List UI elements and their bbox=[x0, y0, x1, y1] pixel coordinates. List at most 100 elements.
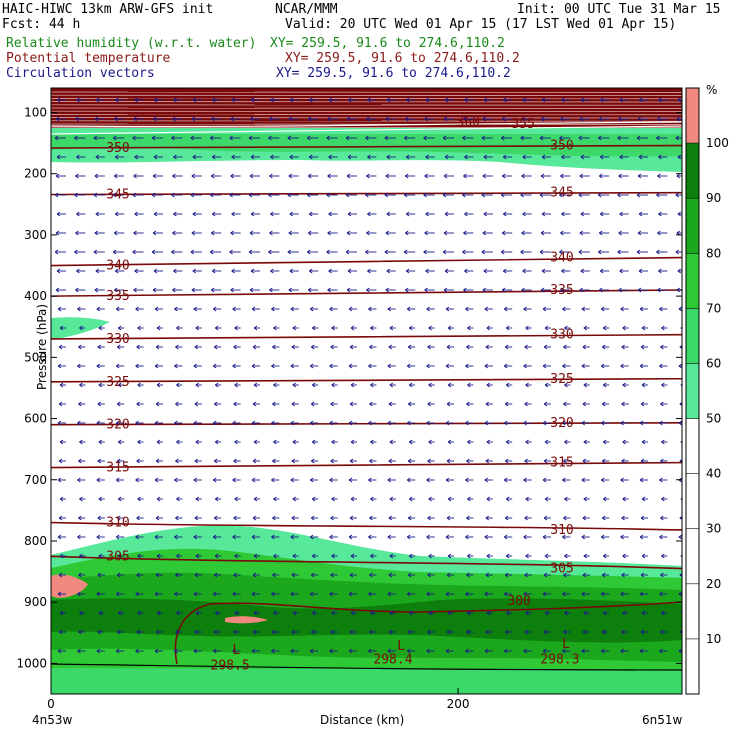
wind-vector-head bbox=[349, 401, 354, 407]
wind-vector-head bbox=[560, 230, 564, 236]
wind-vector-head bbox=[290, 306, 295, 312]
wind-vector-head bbox=[59, 496, 64, 502]
colorbar-level-label: 50 bbox=[706, 412, 721, 426]
wind-vector-head bbox=[369, 458, 373, 464]
wind-vector-head bbox=[580, 211, 585, 217]
wind-vector-head bbox=[214, 496, 219, 502]
wind-vector-head bbox=[249, 287, 254, 293]
wind-vector-head bbox=[331, 382, 335, 388]
wind-vector-head bbox=[113, 287, 118, 293]
wind-vector-head bbox=[659, 306, 663, 312]
wind-vector-head bbox=[677, 154, 682, 160]
wind-vector-head bbox=[462, 135, 466, 141]
wind-vector-head bbox=[268, 135, 272, 141]
wind-vector-head bbox=[660, 515, 664, 521]
wind-vector-head bbox=[176, 610, 180, 616]
wind-vector-head bbox=[580, 154, 585, 160]
wind-vector-head bbox=[447, 553, 452, 559]
colorbar-unit: % bbox=[706, 83, 717, 97]
wind-vector-head bbox=[328, 97, 332, 103]
wind-vector-head bbox=[133, 116, 137, 122]
wind-vector-head bbox=[115, 306, 120, 312]
wind-vector-head bbox=[560, 287, 564, 293]
wind-vector-head bbox=[272, 629, 276, 635]
wind-vector-head bbox=[213, 344, 218, 350]
wind-vector-head bbox=[504, 458, 509, 464]
wind-vector-head bbox=[680, 326, 682, 330]
wind-vector-head bbox=[172, 287, 176, 293]
wind-vector-head bbox=[384, 192, 389, 198]
wind-vector-head bbox=[408, 325, 413, 331]
wind-vector-head bbox=[232, 420, 236, 426]
wind-vector-head bbox=[580, 97, 585, 103]
plot-area: 350 350 345 345 340 340 335 335 330 330 325 325 320 3… bbox=[50, 87, 683, 695]
wind-vector-head bbox=[660, 629, 664, 635]
wind-vector-head bbox=[291, 458, 296, 464]
colorbar-level-label: 30 bbox=[706, 522, 721, 536]
wind-vector-head bbox=[152, 287, 157, 293]
wind-vector-head bbox=[578, 135, 583, 141]
wind-vector-head bbox=[152, 116, 157, 122]
colorbar-swatch bbox=[686, 198, 699, 254]
wind-vector-head bbox=[309, 420, 314, 426]
wind-vector-head bbox=[273, 325, 277, 331]
wind-vector-head bbox=[602, 610, 607, 616]
wind-vector-head bbox=[137, 439, 141, 445]
wind-vector-head bbox=[137, 553, 141, 559]
theta-label-left-340: 340 bbox=[106, 259, 129, 274]
wind-vector-head bbox=[233, 344, 237, 350]
wind-vector-head bbox=[386, 268, 391, 274]
wind-vector-head bbox=[676, 287, 681, 293]
wind-vector-head bbox=[59, 553, 64, 559]
wind-vector-head bbox=[350, 382, 355, 388]
wind-vector-head bbox=[403, 192, 408, 198]
theta-contour-305 bbox=[51, 555, 682, 570]
wind-vector-head bbox=[113, 230, 118, 236]
wind-vector-head bbox=[328, 211, 332, 217]
wind-vector-head bbox=[542, 534, 547, 540]
wind-vector-head bbox=[271, 477, 275, 483]
wind-vector-head bbox=[581, 420, 586, 426]
wind-vector-head bbox=[331, 496, 335, 502]
wind-vector-head bbox=[524, 629, 528, 635]
wind-vector-head bbox=[618, 116, 622, 122]
wind-vector-head bbox=[57, 420, 62, 426]
wind-vector-head bbox=[194, 629, 199, 635]
wind-vector-head bbox=[309, 648, 314, 654]
wind-vector-head bbox=[287, 249, 292, 255]
wind-vector-head bbox=[329, 534, 333, 540]
wind-vector-head bbox=[466, 515, 470, 521]
wind-vector-head bbox=[209, 135, 214, 141]
wind-vector-head bbox=[291, 515, 296, 521]
wind-vector-head bbox=[582, 629, 587, 635]
wind-vector-head bbox=[578, 192, 583, 198]
wind-vector-head bbox=[559, 192, 563, 198]
wind-vector-head bbox=[310, 458, 315, 464]
y-tick-label: 600 bbox=[24, 412, 47, 426]
wind-vector-head bbox=[211, 97, 216, 103]
wind-vector-head bbox=[444, 97, 449, 103]
wind-vector-head bbox=[251, 306, 256, 312]
wind-vector-head bbox=[190, 249, 195, 255]
wind-vector-head bbox=[210, 230, 215, 236]
wind-vector-head bbox=[443, 173, 448, 179]
wind-vector-head bbox=[521, 230, 525, 236]
wind-vector-head bbox=[581, 306, 586, 312]
wind-vector-head bbox=[368, 534, 372, 540]
field-theta-name: Potential temperature bbox=[6, 51, 171, 66]
wind-vector-head bbox=[639, 306, 644, 312]
rh-upper-band-70 bbox=[51, 134, 682, 157]
wind-vector-head bbox=[117, 382, 122, 388]
wind-vector-head bbox=[680, 497, 682, 501]
wind-vector-head bbox=[252, 401, 257, 407]
wind-vector-head bbox=[330, 344, 334, 350]
wind-vector-head bbox=[539, 135, 544, 141]
wind-vector-head bbox=[154, 477, 159, 483]
wind-vector-head bbox=[77, 648, 81, 654]
wind-vector-head bbox=[151, 249, 156, 255]
wind-vector-head bbox=[249, 116, 254, 122]
wind-vector-head bbox=[152, 173, 157, 179]
wind-vector-head bbox=[230, 116, 234, 122]
wind-vector-head bbox=[408, 439, 413, 445]
wind-vector-head bbox=[137, 610, 141, 616]
